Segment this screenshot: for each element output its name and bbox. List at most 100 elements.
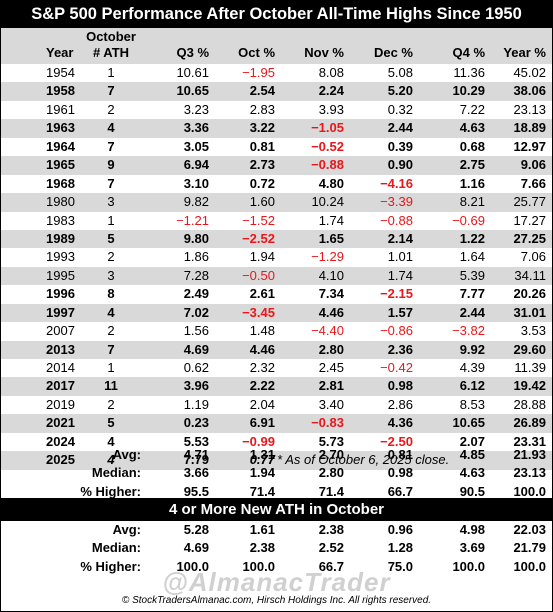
stats-yr: 21.79	[513, 540, 546, 556]
cell-q3: 3.36	[183, 120, 209, 136]
table-row: 2017 11 3.96 2.22 2.81 0.98 6.12 19.42	[1, 377, 552, 396]
stats-label: Median:	[91, 465, 141, 481]
cell-oct: 4.46	[249, 341, 275, 357]
cell-dec: −4.16	[380, 175, 413, 191]
cell-year: 2024	[46, 433, 75, 449]
stats-dec: 0.96	[387, 522, 413, 537]
cell-q4: −0.69	[452, 212, 485, 228]
stats-dec: 0.98	[387, 465, 413, 481]
cell-year: 1997	[46, 304, 75, 320]
cell-yr: 9.06	[520, 157, 546, 173]
header-year: Year	[46, 45, 74, 60]
cell-year: 1993	[46, 249, 75, 265]
cell-nov: 1.65	[318, 230, 344, 246]
cell-year: 2013	[46, 341, 75, 357]
stats-row: % Higher: 100.0 100.0 66.7 75.0 100.0 100.0	[1, 558, 552, 576]
stats-all: Avg: 4.71 1.31 2.70 0.81 4.85 21.93 Median: 3.66…	[1, 446, 552, 501]
cell-ath: 7	[107, 83, 115, 99]
cell-yr: 17.27	[513, 212, 546, 228]
cell-year: 2019	[46, 396, 75, 412]
cell-year: 1995	[46, 267, 75, 283]
cell-ath: 7	[107, 138, 115, 154]
cell-dec: 2.14	[387, 230, 413, 246]
header-oct: Oct %	[238, 45, 275, 60]
table-row: 2013 7 4.69 4.46 2.80 2.36 9.92 29.60	[1, 340, 552, 359]
stats-q4: 4.98	[459, 522, 485, 537]
cell-q4: 2.75	[459, 157, 485, 173]
table-row: 1997 4 7.02 −3.45 4.46 1.57 2.44 31.01	[1, 303, 552, 323]
cell-ath: 2	[107, 249, 115, 265]
cell-q4: 9.92	[459, 341, 485, 357]
cell-dec: −0.88	[380, 212, 413, 228]
stats-nov: 2.52	[318, 540, 344, 556]
cell-dec: 0.98	[387, 378, 413, 394]
cell-ath: 7	[107, 175, 115, 191]
cell-q4: 1.16	[459, 175, 485, 191]
cell-nov: −0.88	[311, 157, 344, 173]
cell-year: 1968	[46, 175, 75, 191]
stats-q3: 4.69	[183, 540, 209, 556]
cell-ath: 4	[107, 120, 115, 136]
cell-yr: 27.25	[513, 230, 546, 246]
cell-oct: 1.60	[249, 194, 275, 210]
header-year-pct: Year %	[503, 45, 546, 60]
cell-ath: 2	[107, 101, 115, 117]
cell-ath: 2	[107, 323, 115, 339]
cell-year: 1954	[46, 65, 75, 80]
cell-q4: 11.36	[453, 65, 485, 80]
table-row: 2024 4 5.53 −0.99 5.73 −2.50 2.07 23.31	[1, 433, 552, 451]
cell-q3: 2.49	[183, 286, 209, 302]
stats-nov: 2.80	[318, 465, 344, 481]
stats-oct: 71.4	[249, 483, 275, 499]
cell-nov: −0.83	[311, 415, 344, 431]
table-row-current-year: 2025 4 7.79 0.77 * As of October 6, 2025 clo…	[1, 451, 552, 470]
stats-row: Median: 4.69 2.38 2.52 1.28 3.69 21.79	[1, 539, 552, 557]
cell-dec: −2.50	[380, 433, 413, 449]
table-row: 1968 7 3.10 0.72 4.80 −4.16 1.16 7.66	[1, 175, 552, 193]
cell-oct: 6.91	[249, 415, 275, 431]
table-row: 1980 3 9.82 1.60 10.24 −3.39 8.21 25.77	[1, 193, 552, 212]
cell-year: 1980	[46, 194, 75, 210]
cell-nov: 7.34	[318, 286, 344, 302]
cell-yr: 7.66	[520, 175, 546, 191]
cell-dec: 5.08	[387, 65, 413, 80]
table-row: 1996 8 2.49 2.61 7.34 −2.15 7.77 20.26	[1, 285, 552, 303]
cell-dec: −2.15	[380, 286, 413, 302]
stats-q3: 4.71	[183, 447, 209, 462]
cell-dec: 5.20	[387, 83, 413, 99]
cell-ath: 8	[107, 286, 115, 302]
cell-yr: 3.53	[520, 323, 546, 339]
header-nov: Nov %	[304, 45, 344, 60]
stats-oct: 1.31	[249, 447, 275, 462]
stats-q3: 5.28	[183, 522, 209, 537]
watermark: @AlmanacTrader	[162, 567, 391, 597]
cell-yr: 23.31	[513, 433, 546, 449]
cell-yr: 7.06	[520, 249, 546, 265]
cell-yr: 29.60	[513, 341, 546, 357]
cell-year: 1983	[46, 212, 75, 228]
cell-q3: 7.28	[183, 267, 209, 283]
cell-yr: 23.13	[513, 101, 546, 117]
cell-yr: 12.97	[513, 138, 546, 154]
cell-q3: 7.02	[183, 304, 209, 320]
header-ath-line2: # ATH	[92, 45, 130, 60]
cell-yr: 34.11	[514, 267, 546, 283]
cell-year: 1963	[46, 120, 75, 136]
cell-oct: 2.73	[249, 157, 275, 173]
cell-year: 2014	[46, 360, 75, 375]
cell-year: 2017	[46, 378, 75, 394]
stats-oct: 100.0	[242, 558, 275, 574]
stats-row: Avg: 4.71 1.31 2.70 0.81 4.85 21.93	[1, 446, 552, 464]
cell-year: 2025	[46, 452, 75, 468]
cell-q3: 1.56	[183, 323, 209, 339]
cell-ath: 11	[104, 378, 118, 394]
cell-q3: 10.65	[176, 83, 209, 99]
cell-ath: 5	[107, 415, 115, 431]
cell-nov: −4.40	[311, 323, 344, 339]
table-title: S&P 500 Performance After October All-Ti…	[1, 1, 552, 28]
cell-nov: 8.08	[318, 65, 344, 80]
cell-yr: 25.77	[513, 194, 546, 210]
stats-q4: 90.5	[459, 483, 485, 499]
cell-q3: 3.96	[183, 378, 209, 394]
